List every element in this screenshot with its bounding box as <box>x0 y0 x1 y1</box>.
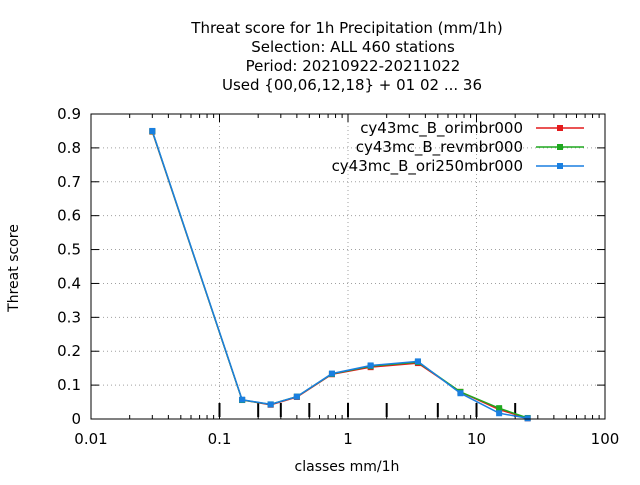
legend-swatch-marker <box>557 125 563 131</box>
data-point <box>457 390 464 397</box>
data-point <box>367 362 374 369</box>
title-line-1: Threat score for 1h Precipitation (mm/1h… <box>190 19 502 37</box>
data-point <box>496 405 503 412</box>
legend: cy43mc_B_orimbr000cy43mc_B_revmbr000cy43… <box>332 119 584 176</box>
y-tick-label: 0.3 <box>57 308 81 326</box>
y-tick-label: 0.8 <box>57 139 81 157</box>
y-tick-label: 0.7 <box>57 173 81 191</box>
axis-ticks: 0 0.1 0.2 0.3 0.4 0.5 0.6 0.7 0.8 0.9 0.01 0.1 1 10 10… <box>57 105 619 448</box>
legend-label: cy43mc_B_orimbr000 <box>360 119 523 138</box>
series-3 <box>149 127 531 422</box>
class-marks <box>218 403 517 417</box>
y-tick-label: 0.6 <box>57 207 81 225</box>
x-axis-label: classes mm/1h <box>295 459 400 475</box>
legend-label: cy43mc_B_ori250mbr000 <box>332 157 523 176</box>
grid <box>91 114 605 419</box>
chart-title: Threat score for 1h Precipitation (mm/1h… <box>190 19 502 94</box>
y-tick-label: 0 <box>71 410 81 428</box>
data-point <box>328 370 335 377</box>
x-tick-label: 1 <box>343 430 353 448</box>
plot-frame <box>90 113 606 420</box>
data-point <box>239 396 246 403</box>
data-point <box>267 401 274 408</box>
y-tick-label: 0.5 <box>57 241 81 259</box>
y-tick-label: 0.4 <box>57 274 81 292</box>
legend-label: cy43mc_B_revmbr000 <box>356 138 523 157</box>
x-tick-label: 0.01 <box>74 430 107 448</box>
series-line <box>151 130 528 420</box>
data-point <box>414 358 421 365</box>
legend-swatch-marker <box>557 163 563 169</box>
data-point <box>524 415 531 422</box>
title-line-2: Selection: ALL 460 stations <box>251 38 455 56</box>
series-lines <box>149 127 531 422</box>
data-point <box>293 393 300 400</box>
y-tick-label: 0.1 <box>57 376 81 394</box>
x-tick-label: 10 <box>467 430 486 448</box>
x-tick-label: 0.1 <box>208 430 232 448</box>
title-line-4: Used {00,06,12,18} + 01 02 ... 36 <box>222 76 482 94</box>
data-point <box>496 410 503 417</box>
y-tick-label: 0.9 <box>57 105 81 123</box>
title-line-3: Period: 20210922-20211022 <box>246 57 461 75</box>
x-tick-label: 100 <box>591 430 620 448</box>
y-axis-label: Threat score <box>6 224 22 313</box>
legend-swatch-marker <box>557 144 563 150</box>
y-tick-label: 0.2 <box>57 342 81 360</box>
data-point <box>149 127 156 134</box>
